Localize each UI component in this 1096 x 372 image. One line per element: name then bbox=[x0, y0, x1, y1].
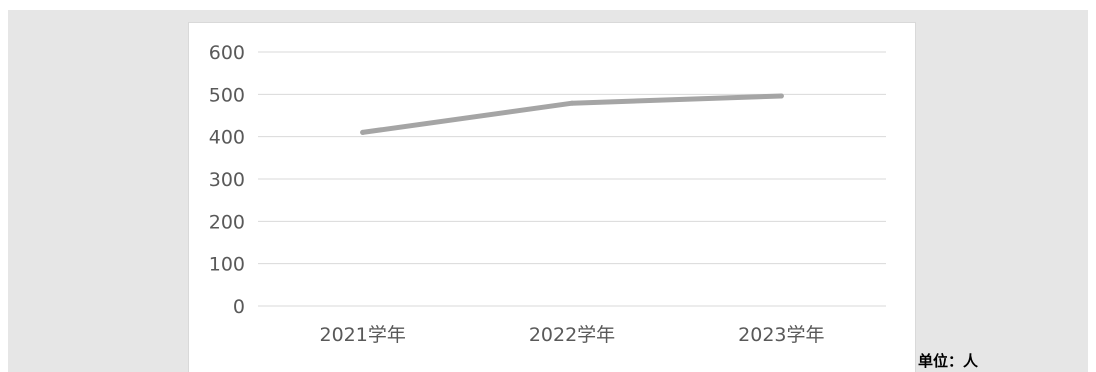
x-tick-label: 2021学年 bbox=[319, 324, 405, 346]
chart-card bbox=[188, 22, 916, 372]
y-tick-label: 0 bbox=[233, 296, 245, 318]
series-layer bbox=[360, 93, 784, 135]
data-point bbox=[360, 129, 366, 135]
data-point bbox=[778, 93, 784, 99]
x-tick-label: 2023学年 bbox=[738, 324, 824, 346]
y-tick-label: 300 bbox=[209, 169, 245, 191]
data-point bbox=[569, 100, 575, 106]
x-axis-ticks: 2021学年 2022学年 2023学年 bbox=[319, 324, 824, 346]
y-axis-ticks: 0 100 200 300 400 500 600 bbox=[209, 42, 245, 318]
unit-label: 单位：人 bbox=[918, 352, 979, 370]
y-tick-label: 400 bbox=[209, 127, 245, 149]
x-tick-label: 2022学年 bbox=[529, 324, 615, 346]
y-tick-label: 200 bbox=[209, 211, 245, 233]
gridlines bbox=[258, 51, 886, 307]
y-tick-label: 100 bbox=[209, 254, 245, 276]
y-tick-label: 600 bbox=[209, 42, 245, 64]
y-tick-label: 500 bbox=[209, 84, 245, 106]
